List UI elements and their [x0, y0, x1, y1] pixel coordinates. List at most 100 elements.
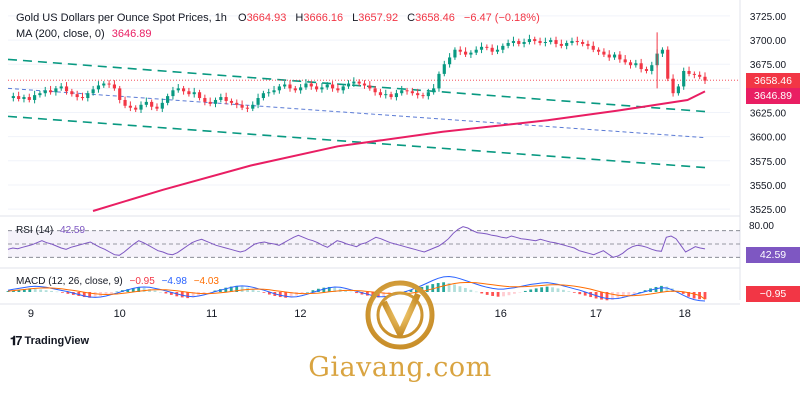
macd-histogram-bar: [33, 288, 37, 292]
price-tick-label: 3625.00: [750, 109, 787, 120]
candle-body: [362, 83, 367, 86]
macd-histogram-bar: [355, 292, 358, 294]
candle-body: [501, 45, 505, 50]
candle-body: [283, 84, 287, 87]
macd-histogram-bar: [311, 290, 315, 292]
high-value: 3666.16: [303, 12, 344, 24]
change-value: −6.47 (−0.18%): [463, 12, 540, 24]
candle-body: [245, 107, 250, 109]
macd-histogram-bar: [55, 291, 59, 293]
candle-body: [288, 84, 292, 89]
macd-histogram-bar: [360, 292, 364, 295]
candle-body: [22, 97, 26, 99]
macd-label: MACD (12, 26, close, 9): [16, 276, 123, 287]
candle-body: [437, 73, 441, 89]
candle-body: [442, 64, 446, 74]
macd-histogram-bar: [66, 292, 70, 294]
candle-body: [336, 88, 340, 91]
candle-body: [527, 39, 532, 43]
macd-histogram-bar: [306, 292, 309, 293]
macd-histogram-bar: [17, 289, 21, 292]
macd-histogram-bar: [523, 290, 527, 292]
candle-body: [160, 102, 164, 109]
rsi-pane: [0, 215, 740, 258]
last-price-tag: 3658.46: [746, 73, 800, 89]
macd-histogram-bar: [61, 292, 64, 293]
macd-histogram-bar: [126, 289, 130, 292]
candle-body: [612, 54, 617, 58]
rsi-tag: 42.59: [746, 247, 800, 263]
macd-histogram-bar: [262, 292, 266, 293]
candle-body: [639, 63, 643, 70]
candlestick-series: [11, 32, 707, 113]
candle-body: [299, 87, 303, 91]
ma-legend[interactable]: MA (200, close, 0) 3646.89: [16, 28, 151, 40]
macd-histogram-bar: [529, 289, 533, 292]
macd-histogram-bar: [660, 285, 663, 292]
candle-body: [495, 49, 500, 52]
macd-histogram-bar: [600, 292, 603, 300]
macd-signal-value: −4.98: [161, 276, 187, 287]
macd-histogram-bar: [551, 287, 554, 292]
candle-body: [293, 88, 297, 91]
candle-body: [453, 49, 457, 58]
candle-body: [17, 96, 21, 99]
candle-body: [261, 93, 265, 99]
candle-body: [187, 91, 191, 95]
macd-histogram-bar: [39, 289, 43, 292]
macd-histogram-bar: [654, 286, 658, 292]
macd-histogram-bar: [681, 292, 685, 294]
macd-histogram-bar: [589, 292, 593, 298]
low-label: L: [352, 12, 359, 24]
macd-legend[interactable]: MACD (12, 26, close, 9) −0.95 −4.98 −4.0…: [16, 276, 219, 287]
ma-label: MA (200, close, 0): [16, 28, 105, 40]
macd-histogram-bar: [164, 292, 168, 294]
candle-body: [219, 97, 223, 100]
macd-histogram-bar: [93, 292, 97, 298]
rsi-legend[interactable]: RSI (14) 42.59: [16, 225, 85, 236]
candle-body: [33, 95, 37, 100]
candle-body: [522, 42, 526, 44]
candle-body: [197, 92, 202, 99]
candle-body: [698, 74, 702, 77]
candle-body: [171, 90, 175, 97]
candle-body: [352, 81, 356, 84]
price-tick-label: 3700.00: [750, 36, 787, 47]
tradingview-logo[interactable]: 𝟏7 TradingView: [10, 333, 89, 349]
candle-body: [315, 86, 319, 90]
macd-histogram-bar: [289, 292, 293, 298]
candle-body: [70, 91, 74, 95]
macd-histogram-bar: [77, 292, 81, 296]
macd-histogram-bar: [578, 292, 582, 295]
candle-body: [586, 43, 590, 46]
candle-body: [80, 97, 85, 99]
candle-body: [144, 101, 148, 105]
gold-emblem-icon: [365, 280, 435, 350]
candle-body: [27, 97, 31, 100]
candle-body: [591, 45, 595, 50]
macd-histogram-bar: [632, 292, 636, 294]
macd-histogram-bar: [496, 292, 500, 297]
macd-line: [7, 275, 706, 302]
candle-body: [256, 98, 260, 105]
channel-lower-line: [7, 115, 706, 169]
candle-body: [644, 69, 649, 71]
candle-body: [320, 87, 324, 90]
macd-histogram-bar: [583, 292, 587, 296]
symbol-title[interactable]: Gold US Dollars per Ounce Spot Prices, 1…: [16, 12, 227, 24]
rsi-label: RSI (14): [16, 225, 54, 236]
candle-body: [330, 84, 335, 89]
candle-body: [666, 49, 670, 79]
candle-body: [341, 86, 345, 91]
macd-histogram-bar: [605, 292, 609, 301]
macd-histogram-bar: [687, 292, 691, 297]
macd-hist-value: −4.03: [193, 276, 219, 287]
macd-histogram-bar: [556, 288, 560, 292]
macd-histogram-bar: [567, 291, 571, 292]
macd-histogram-bar: [665, 286, 669, 292]
candle-body: [554, 40, 558, 44]
ma200-line: [92, 90, 706, 212]
ma-value: 3646.89: [111, 28, 152, 40]
macd-histogram-bar: [104, 292, 108, 295]
tradingview-icon: 𝟏7: [10, 333, 23, 348]
